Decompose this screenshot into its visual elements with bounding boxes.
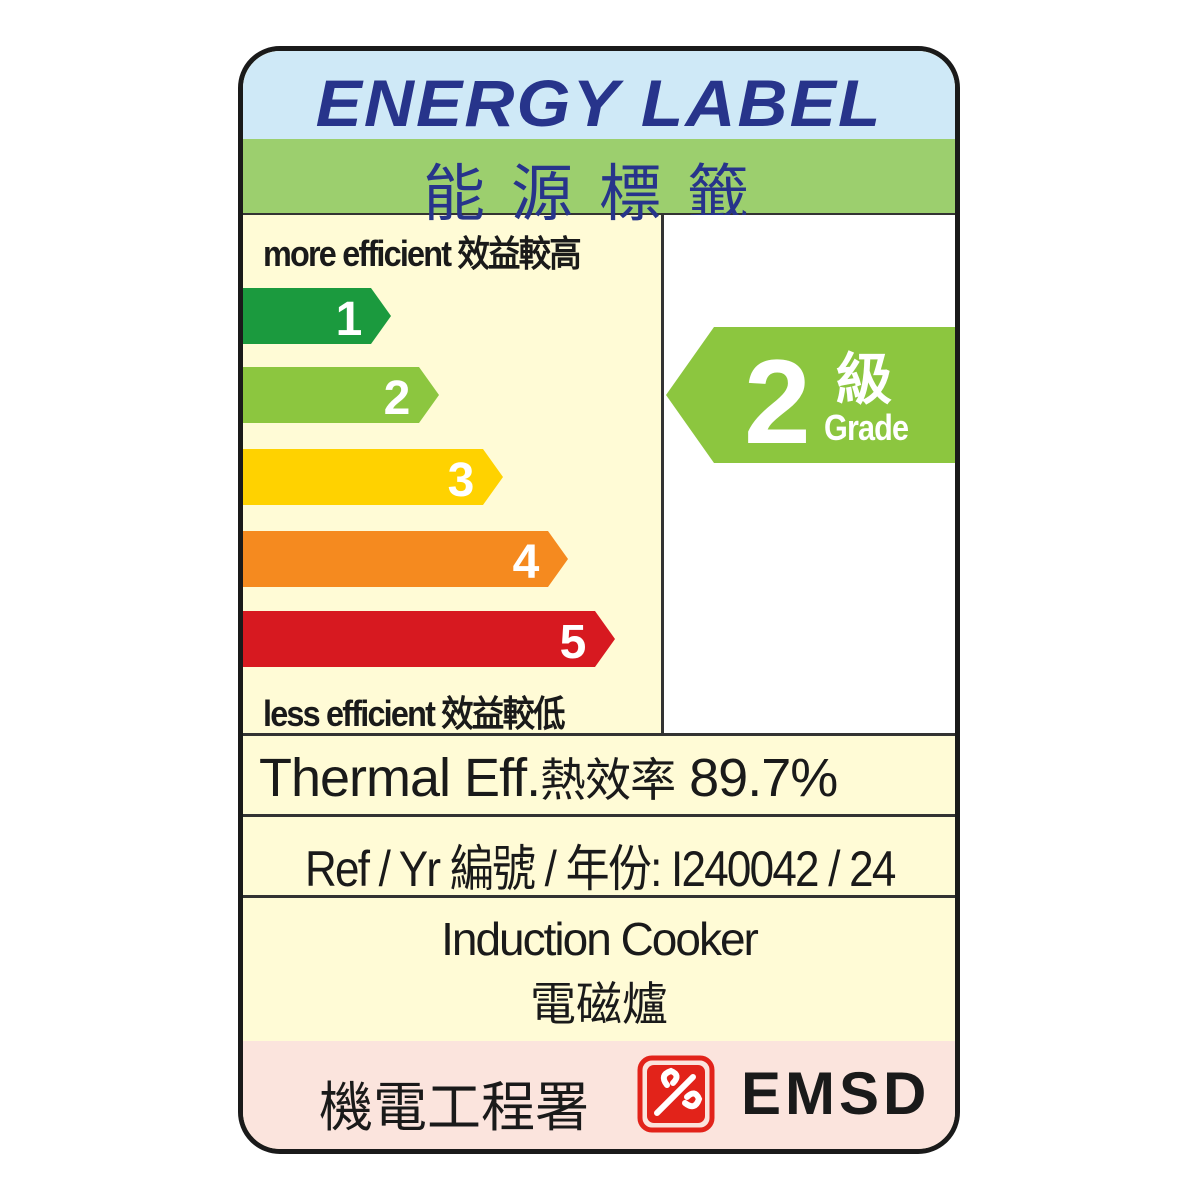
- grade-bar-5: [243, 611, 615, 667]
- grade-bar-1: [243, 288, 391, 344]
- product-row: Induction Cooker 電磁爐: [243, 895, 955, 1044]
- efficiency-value: 89.7%: [689, 748, 838, 808]
- rating-panel: 2 級 Grade: [661, 215, 955, 733]
- more-efficient-label: more efficient 效益較高: [263, 233, 582, 274]
- grade-bar-label-3: 3: [448, 454, 475, 507]
- rating-grade-zh: 級: [836, 348, 892, 413]
- grade-bar-label-2: 2: [384, 372, 411, 425]
- rating-grade-en: Grade: [824, 407, 909, 448]
- reference-row: Ref / Yr 編號 / 年份: I240042 / 24: [243, 814, 955, 897]
- grade-bar-label-1: 1: [336, 293, 363, 346]
- efficiency-row: Thermal Eff.熱效率 89.7%: [243, 733, 955, 814]
- header-zh-band: 能源標籤: [243, 139, 955, 230]
- rating-grade-number: 2: [744, 335, 811, 469]
- header-en-band: ENERGY LABEL: [243, 51, 955, 140]
- reference-label: Ref / Yr 編號 / 年份:: [305, 841, 662, 897]
- emsd-logo-icon: [637, 1055, 715, 1133]
- efficiency-label-zh: 熱效率: [540, 753, 676, 807]
- reference-value: I240042 / 24: [671, 841, 896, 897]
- less-efficient-label: less efficient 效益較低: [263, 693, 565, 734]
- grade-bar-4: [243, 531, 568, 587]
- grade-bar-label-4: 4: [513, 536, 540, 589]
- efficiency-label: Thermal Eff.: [259, 748, 541, 808]
- product-name-zh: 電磁爐: [530, 977, 668, 1031]
- grade-bar-label-5: 5: [560, 616, 587, 669]
- agency-name-en: EMSD: [741, 1060, 931, 1127]
- product-name-en: Induction Cooker: [441, 913, 759, 965]
- title-en: ENERGY LABEL: [315, 66, 883, 140]
- footer: 機電工程署 EMSD: [243, 1041, 955, 1149]
- grade-bar-3: [243, 449, 503, 505]
- rating-arrow: [666, 327, 955, 463]
- grade-bar-2: [243, 367, 439, 423]
- agency-name-zh: 機電工程署: [319, 1076, 589, 1139]
- rating-arrow-shape: [666, 327, 955, 463]
